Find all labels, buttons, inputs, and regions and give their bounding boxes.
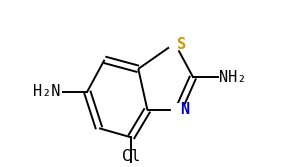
Text: Cl: Cl [122,149,140,164]
Text: H₂N: H₂N [33,84,61,99]
Text: S: S [177,37,186,52]
Text: N: N [180,102,189,117]
Text: NH₂: NH₂ [219,70,247,85]
